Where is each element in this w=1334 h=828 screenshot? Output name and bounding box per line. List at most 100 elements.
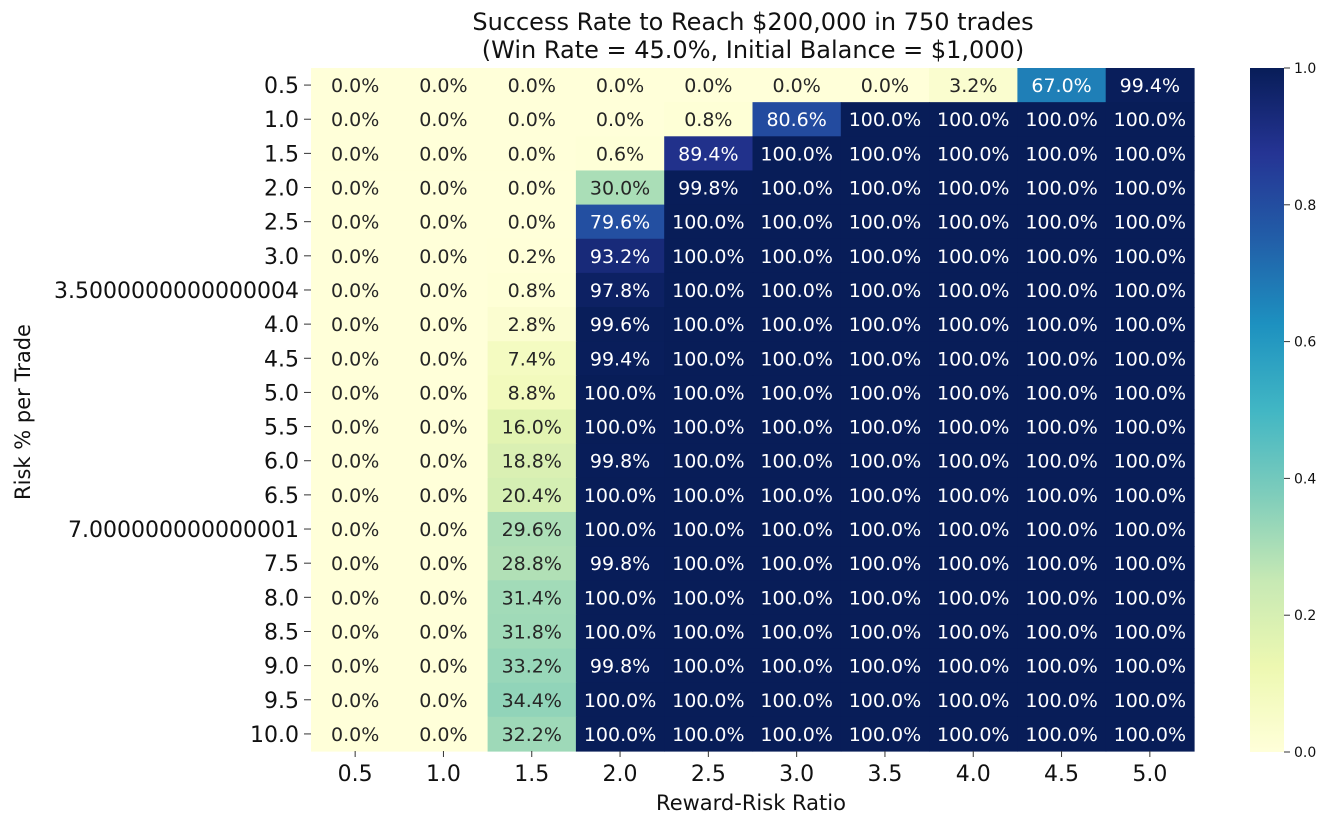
heatmap-cell: [311, 409, 400, 445]
heatmap-cell: [1105, 238, 1195, 274]
colorbar-tick-label: 0.4: [1294, 471, 1316, 487]
heatmap-cell: [575, 136, 665, 172]
heatmap-cell: [487, 511, 577, 547]
heatmap-cell: [664, 204, 754, 240]
cell-value-label: 18.8%: [502, 451, 562, 473]
heatmap-cell: [752, 272, 842, 308]
cell-value-label: 0.0%: [419, 656, 467, 678]
heatmap-cell: [840, 272, 930, 308]
cell-value-label: 0.8%: [684, 109, 732, 131]
heatmap-cell: [929, 443, 1018, 479]
heatmap-cell: [575, 307, 665, 342]
cell-value-label: 100.0%: [760, 178, 832, 200]
heatmap-cell: [752, 614, 842, 650]
heatmap-cell: [399, 682, 489, 718]
cell-value-label: 100.0%: [937, 587, 1009, 609]
cell-value-label: 100.0%: [937, 656, 1009, 678]
y-tick-label: 1.5: [264, 142, 299, 167]
heatmap-cell: [575, 477, 665, 513]
heatmap-cell: [311, 307, 400, 342]
heatmap-cell: [399, 409, 489, 445]
cell-value-label: 0.0%: [331, 212, 379, 234]
y-tick-label: 8.0: [264, 586, 299, 611]
heatmap-cell: [840, 511, 930, 547]
heatmap-cell: [1017, 375, 1107, 411]
heatmap-cell: [1105, 682, 1195, 718]
cell-value-label: 0.0%: [331, 587, 379, 609]
heatmap-cell: [840, 238, 930, 274]
heatmap-cell: [575, 716, 665, 752]
cell-value-label: 0.0%: [331, 314, 379, 336]
heatmap-cell: [1017, 204, 1107, 240]
cell-value-label: 100.0%: [584, 587, 656, 609]
cell-value-label: 0.0%: [331, 519, 379, 541]
heatmap-cell: [840, 477, 930, 513]
heatmap-cell: [487, 238, 577, 274]
heatmap-cell: [575, 170, 665, 206]
heatmap-cell: [1017, 477, 1107, 513]
heatmap-cell: [487, 68, 577, 103]
cell-value-label: 0.2%: [508, 246, 556, 268]
heatmap-cell: [929, 307, 1018, 342]
heatmap-cell: [664, 648, 754, 684]
heatmap-cell: [487, 580, 577, 615]
cell-value-label: 100.0%: [1114, 656, 1186, 678]
cell-value-label: 100.0%: [937, 212, 1009, 234]
cell-value-label: 100.0%: [584, 519, 656, 541]
cell-value-label: 100.0%: [937, 451, 1009, 473]
heatmap-cell: [929, 716, 1018, 752]
cell-value-label: 97.8%: [590, 280, 650, 302]
heatmap-cell: [929, 238, 1018, 274]
cell-value-label: 100.0%: [937, 143, 1009, 165]
cell-value-label: 100.0%: [672, 417, 744, 439]
cell-value-label: 0.0%: [331, 621, 379, 643]
heatmap-cell: [399, 477, 489, 513]
cell-value-label: 100.0%: [1114, 587, 1186, 609]
cell-value-label: 100.0%: [1114, 109, 1186, 131]
colorbar-tick-label: 0.6: [1294, 335, 1316, 351]
cell-value-label: 0.0%: [419, 314, 467, 336]
heatmap-cell: [1017, 511, 1107, 547]
heatmap-cell: [399, 614, 489, 650]
cell-value-label: 0.0%: [773, 75, 821, 97]
cell-value-label: 100.0%: [849, 656, 921, 678]
cell-value-label: 0.0%: [419, 212, 467, 234]
heatmap-cell: [840, 546, 930, 581]
heatmap-cell: [1105, 102, 1195, 137]
y-tick-label: 8.5: [264, 620, 299, 645]
cell-value-label: 100.0%: [760, 382, 832, 404]
cell-value-label: 0.0%: [331, 348, 379, 370]
heatmap-cell: [487, 614, 577, 650]
cell-value-label: 0.0%: [331, 178, 379, 200]
cell-value-label: 100.0%: [1114, 724, 1186, 746]
heatmap-cell: [664, 272, 754, 308]
heatmap-cell: [311, 614, 400, 650]
cell-value-label: 100.0%: [672, 451, 744, 473]
cell-value-label: 33.2%: [502, 656, 562, 678]
cell-value-label: 34.4%: [502, 690, 562, 712]
cell-value-label: 100.0%: [672, 212, 744, 234]
y-tick-label: 7.5: [264, 552, 299, 577]
cell-value-label: 80.6%: [766, 109, 826, 131]
cell-value-label: 100.0%: [584, 621, 656, 643]
cell-value-label: 100.0%: [1025, 109, 1097, 131]
cell-value-label: 100.0%: [584, 690, 656, 712]
heatmap-cell: [487, 307, 577, 342]
cell-value-label: 100.0%: [1114, 451, 1186, 473]
heatmap-cell: [752, 375, 842, 411]
cell-value-label: 100.0%: [1025, 417, 1097, 439]
heatmap-cell: [575, 409, 665, 445]
heatmap-cell: [752, 716, 842, 752]
cell-value-label: 0.0%: [419, 143, 467, 165]
x-tick-label: 2.0: [603, 762, 638, 787]
cell-value-label: 100.0%: [937, 621, 1009, 643]
x-tick-label: 2.5: [691, 762, 726, 787]
y-axis-label: Risk % per Trade: [11, 324, 35, 500]
heatmap-cell: [487, 443, 577, 479]
heatmap-cell: [840, 682, 930, 718]
y-tick-label: 6.5: [264, 484, 299, 509]
heatmap-cell: [575, 580, 665, 615]
cell-value-label: 0.0%: [331, 143, 379, 165]
cell-value-label: 99.8%: [590, 451, 650, 473]
colorbar-tick-label: 0.0: [1294, 745, 1316, 761]
